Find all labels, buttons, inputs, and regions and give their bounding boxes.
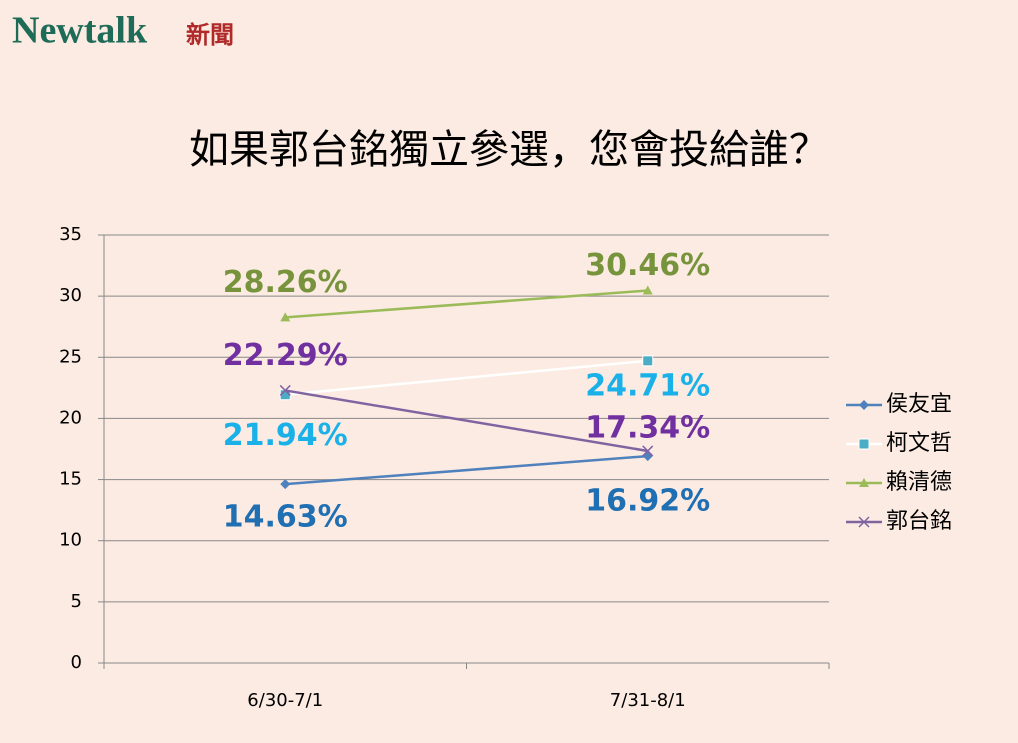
legend-marker xyxy=(858,438,870,450)
data-label: 24.71% xyxy=(585,368,710,403)
data-point xyxy=(642,285,653,295)
data-label: 21.94% xyxy=(223,418,348,453)
y-tick-label: 35 xyxy=(59,224,82,245)
y-tick-label: 10 xyxy=(59,530,82,551)
legend-marker xyxy=(859,400,869,410)
data-point xyxy=(280,479,291,490)
logo-name: Newtalk xyxy=(12,10,148,52)
data-label: 14.63% xyxy=(223,500,348,535)
legend-label: 郭台銘 xyxy=(886,509,952,534)
data-label: 30.46% xyxy=(585,248,710,283)
data-point xyxy=(279,384,291,396)
data-point xyxy=(642,445,654,457)
legend-label: 賴清德 xyxy=(886,470,952,495)
series-line xyxy=(285,454,648,486)
series-line xyxy=(285,389,648,453)
y-tick-label: 5 xyxy=(71,591,82,612)
y-tick-label: 20 xyxy=(59,407,82,428)
y-tick-label: 0 xyxy=(71,652,82,673)
data-label: 28.26% xyxy=(223,265,348,300)
series-line xyxy=(285,289,648,319)
data-label: 16.92% xyxy=(585,484,710,519)
legend-label: 侯友宜 xyxy=(886,392,952,417)
y-tick-label: 30 xyxy=(59,285,82,306)
data-point xyxy=(280,312,291,322)
series-line xyxy=(285,359,648,396)
data-label: 22.29% xyxy=(223,338,348,373)
data-point xyxy=(642,355,654,367)
y-tick-label: 25 xyxy=(59,346,82,367)
legend-marker xyxy=(858,516,870,528)
x-tick-label: 6/30-7/1 xyxy=(247,690,323,711)
legend-marker xyxy=(859,478,869,487)
chart-title: 如果郭台銘獨立參選，您會投給誰？ xyxy=(189,127,829,173)
y-tick-label: 15 xyxy=(59,469,82,490)
logo-suffix: 新聞 xyxy=(186,21,234,49)
data-label: 17.34% xyxy=(585,410,710,445)
legend-label: 柯文哲 xyxy=(886,431,952,456)
x-tick-label: 7/31-8/1 xyxy=(610,690,686,711)
